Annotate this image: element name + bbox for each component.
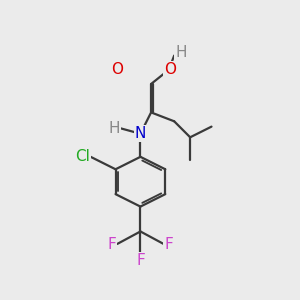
Text: H: H — [109, 121, 120, 136]
Text: O: O — [164, 62, 176, 77]
Text: Cl: Cl — [75, 149, 90, 164]
Text: F: F — [108, 237, 116, 252]
Text: N: N — [135, 126, 146, 141]
Text: H: H — [175, 45, 187, 60]
Text: F: F — [136, 253, 145, 268]
Text: F: F — [164, 237, 173, 252]
Text: O: O — [112, 62, 124, 77]
